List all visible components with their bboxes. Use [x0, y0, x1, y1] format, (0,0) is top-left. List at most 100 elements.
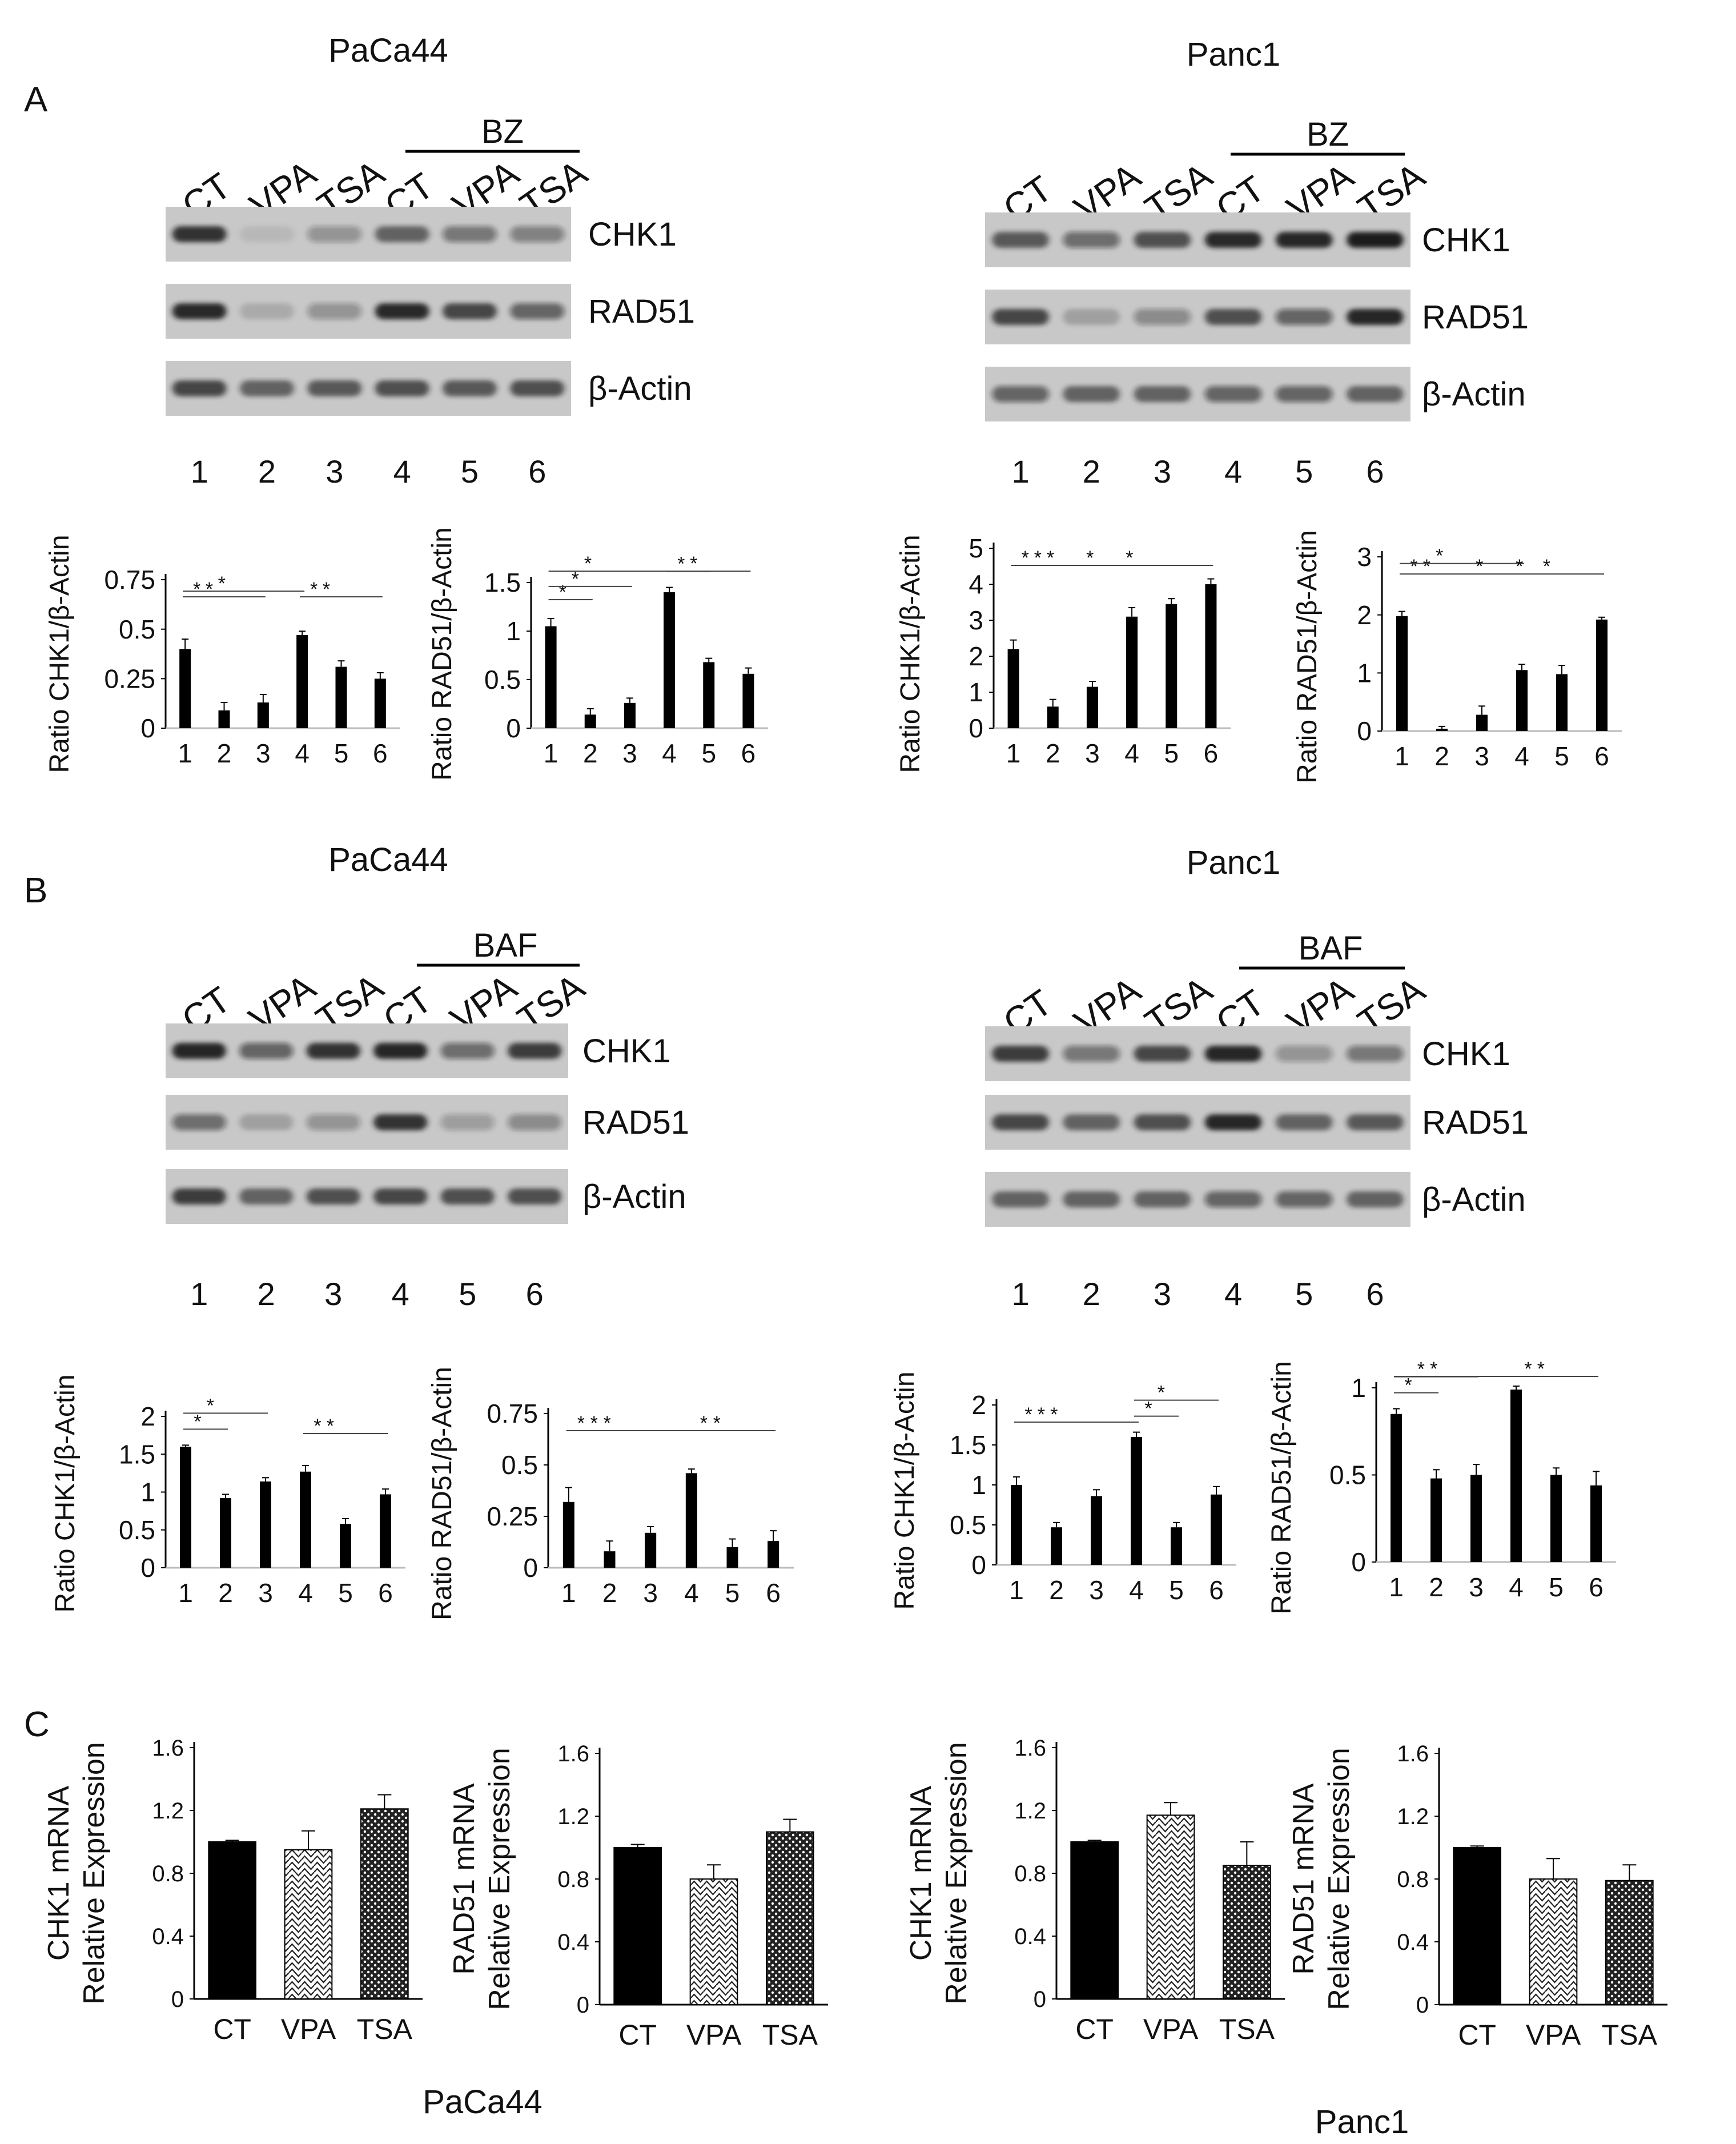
- x-tick-label: 6: [1204, 738, 1219, 768]
- x-tick-label: 4: [1514, 741, 1529, 771]
- x-tick-label: 3: [1089, 1575, 1104, 1605]
- blot-band: [1347, 309, 1404, 325]
- bar: [1086, 686, 1098, 728]
- significance-star: *: [1537, 1358, 1545, 1380]
- blot-band: [1134, 232, 1191, 248]
- y-axis-label: Ratio CHK1/β-Actin: [50, 1374, 81, 1612]
- bar: [1556, 674, 1568, 731]
- x-tick-label: 1: [1389, 1572, 1404, 1602]
- blot-band: [992, 386, 1049, 402]
- significance-star: *: [690, 553, 697, 575]
- blot-band: [1063, 1114, 1120, 1130]
- significance-star: *: [1086, 547, 1094, 569]
- x-tick-label: 1: [178, 738, 192, 768]
- blot-band: [239, 1043, 294, 1059]
- protein-label: RAD51: [588, 293, 695, 330]
- bar: [180, 1447, 191, 1568]
- y-tick-label: 0.4: [1014, 1924, 1046, 1949]
- blot-band: [240, 303, 294, 319]
- significance-star: *: [713, 1412, 721, 1434]
- x-tick-label: VPA: [1143, 2013, 1199, 2045]
- title-a-paca44: PaCa44: [328, 32, 448, 69]
- y-tick-label: 0.5: [119, 615, 155, 644]
- blot-band: [1347, 1114, 1404, 1130]
- protein-label: β-Actin: [1422, 376, 1526, 413]
- y-tick-label: 1.2: [152, 1798, 184, 1824]
- x-tick-label: 6: [378, 1578, 393, 1608]
- lane-number: 4: [392, 1276, 409, 1312]
- blot-band: [510, 226, 565, 242]
- blot-band: [443, 226, 497, 242]
- bar: [584, 714, 596, 728]
- chart-c-panc1-rad51: 0 0.4 0.8 1.2 1.6 CT VPA TSA RAD51 mRNA Relative …: [1287, 1741, 1667, 2051]
- lane-number: 4: [1224, 1276, 1242, 1312]
- x-tick-label: 1: [1006, 738, 1021, 768]
- significance-star: *: [604, 1412, 611, 1434]
- x-tick-label: 3: [643, 1578, 658, 1608]
- y-tick-label: 0: [1034, 1987, 1046, 2012]
- bar: [1205, 584, 1217, 728]
- blot-band: [1347, 232, 1404, 248]
- y-tick-label: 0: [506, 713, 521, 743]
- lane-number: 4: [393, 453, 411, 489]
- bar: [766, 1831, 814, 2005]
- y-tick-label: 4: [969, 569, 983, 599]
- significance-star: *: [194, 1411, 201, 1432]
- x-tick-label: TSA: [762, 2019, 818, 2051]
- blot-band: [172, 1189, 226, 1205]
- blot-band: [375, 303, 429, 319]
- x-tick-label: 2: [602, 1578, 617, 1608]
- blot-band: [1134, 309, 1191, 325]
- x-tick-label: 1: [561, 1578, 576, 1608]
- bar: [604, 1551, 616, 1568]
- x-tick-label: 2: [1429, 1572, 1444, 1602]
- lane-number: 2: [1083, 453, 1100, 489]
- y-tick-label: 0.4: [152, 1924, 184, 1949]
- lane-number: 5: [461, 453, 479, 489]
- y-axis-label: RAD51 mRNA: [448, 1783, 481, 1974]
- x-tick-label: 3: [258, 1578, 273, 1608]
- significance-star: *: [1410, 556, 1417, 577]
- bar: [767, 1541, 779, 1568]
- x-tick-label: CT: [1075, 2013, 1114, 2045]
- y-axis-label: Ratio RAD51/β-Actin: [427, 1367, 457, 1620]
- x-tick-label: 4: [684, 1578, 699, 1608]
- y-tick-label: 0.5: [119, 1515, 155, 1545]
- x-tick-label: 5: [338, 1578, 353, 1608]
- blot-band: [373, 1189, 428, 1205]
- bar: [689, 1878, 738, 2005]
- blot-strip: [166, 1023, 568, 1078]
- bar: [1396, 616, 1408, 731]
- blot-band: [1204, 1114, 1262, 1130]
- significance-star: *: [218, 573, 226, 595]
- y-axis-label-secondary: Relative Expression: [940, 1742, 973, 2005]
- blot-band: [1276, 1046, 1333, 1062]
- title-c-panc1: Panc1: [1315, 2103, 1409, 2141]
- lane-number: 3: [324, 1276, 342, 1312]
- y-tick-label: 0.25: [104, 664, 155, 693]
- protein-label: CHK1: [588, 216, 677, 253]
- y-tick-label: 1.6: [1397, 1741, 1429, 1766]
- x-tick-label: 1: [1395, 741, 1409, 771]
- y-axis-label-secondary: Relative Expression: [483, 1748, 516, 2010]
- treatment-label: BAF: [1299, 930, 1363, 967]
- y-tick-label: 0: [523, 1553, 538, 1583]
- blot-band: [508, 1114, 562, 1130]
- x-tick-label: 3: [256, 738, 271, 768]
- x-tick-label: 6: [766, 1578, 781, 1608]
- y-tick-label: 0.8: [557, 1867, 589, 1892]
- x-tick-label: 6: [1594, 741, 1609, 771]
- y-tick-label: 1: [971, 1470, 986, 1500]
- y-tick-label: 1.2: [1014, 1798, 1046, 1824]
- significance-star: *: [206, 579, 213, 600]
- y-tick-label: 5: [969, 533, 983, 563]
- title-b-paca44: PaCa44: [328, 841, 448, 878]
- bar: [260, 1481, 271, 1568]
- panel-label-b: B: [24, 871, 47, 910]
- bar: [1146, 1814, 1195, 2000]
- blot-band: [510, 380, 565, 396]
- bar: [1091, 1496, 1102, 1565]
- lane-number: 2: [1083, 1276, 1100, 1312]
- bar: [1007, 649, 1019, 728]
- significance-star: *: [1404, 1375, 1412, 1396]
